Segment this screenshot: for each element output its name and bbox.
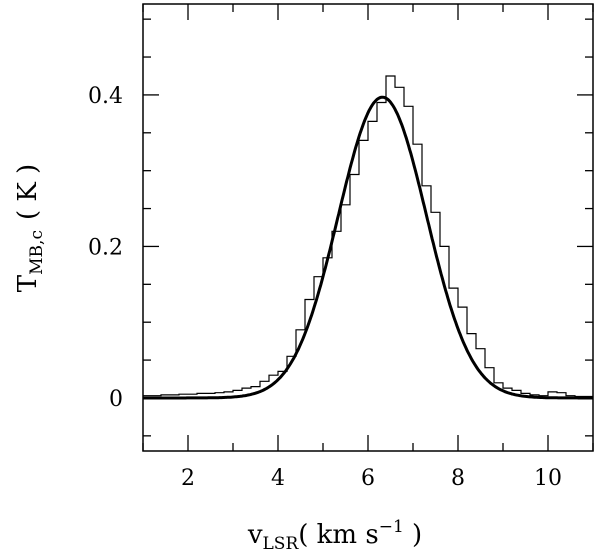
y-axis-title-subscript: MB,c xyxy=(27,230,47,275)
y-tick-label: 0 xyxy=(109,387,123,412)
x-axis-title-exponent: −1 xyxy=(379,517,404,537)
x-axis-title-main: v xyxy=(247,520,263,550)
x-tick-label: 4 xyxy=(271,466,285,491)
x-tick-label: 8 xyxy=(451,466,465,491)
x-axis-title-subscript: LSR xyxy=(263,534,300,552)
x-axis-title-close: ) xyxy=(404,520,422,550)
y-axis-title: TMB,c ( K ) xyxy=(13,164,47,292)
x-axis-title: vLSR( km s−1 ) xyxy=(247,517,422,552)
x-tick-label: 10 xyxy=(534,466,562,491)
y-tick-label: 0.4 xyxy=(88,84,123,109)
x-tick-label: 6 xyxy=(361,466,375,491)
y-axis-title-units: ( K ) xyxy=(13,164,43,220)
y-tick-label: 0.2 xyxy=(88,235,123,260)
observed-spectrum-histogram xyxy=(143,75,593,398)
y-axis-title-main: T xyxy=(13,274,43,292)
x-tick-label: 2 xyxy=(181,466,195,491)
plot-frame xyxy=(142,3,594,452)
x-axis-title-units: ( km s xyxy=(298,520,378,550)
gaussian-fit-curve xyxy=(143,95,593,400)
tick-labels: 2 4 6 8 10 0 0.2 0.4 xyxy=(88,84,562,491)
